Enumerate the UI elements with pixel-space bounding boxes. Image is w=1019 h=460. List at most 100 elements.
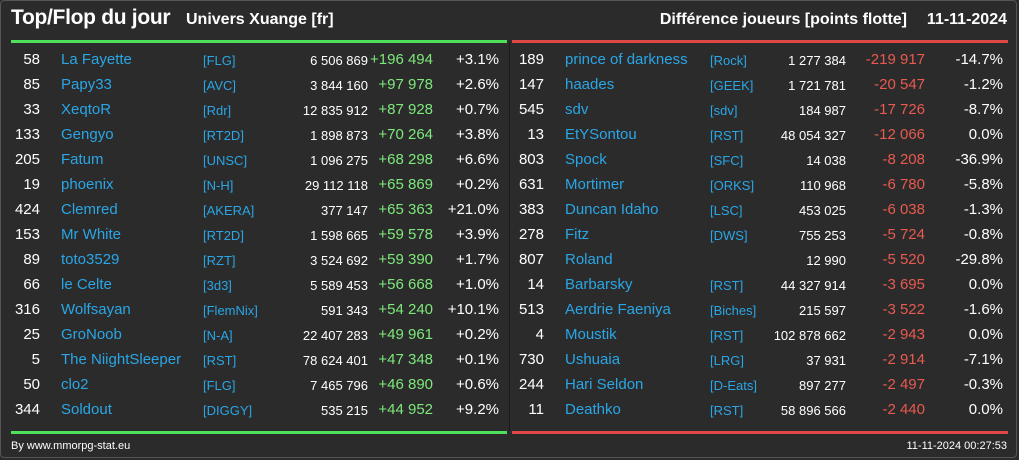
alliance-tag-link[interactable]: [LSC] <box>710 203 743 218</box>
player-name-link[interactable]: toto3529 <box>61 251 120 268</box>
player-name-link[interactable]: XeqtoR <box>61 101 112 118</box>
player-rank: 278 <box>518 226 544 243</box>
player-rank: 13 <box>527 126 544 143</box>
player-name-link[interactable]: Papy33 <box>61 76 112 93</box>
player-name-link[interactable]: Duncan Idaho <box>565 201 659 218</box>
player-name-link[interactable]: Soldout <box>61 401 112 418</box>
alliance-tag-link[interactable]: [GEEK] <box>710 78 754 93</box>
player-name-link[interactable]: Mr White <box>61 226 121 243</box>
player-name-link[interactable]: haades <box>565 76 615 93</box>
player-name-link[interactable]: Spock <box>565 151 607 168</box>
alliance-tag-link[interactable]: [RT2D] <box>203 228 244 243</box>
percent-change: +2.6% <box>456 76 499 93</box>
percent-change: +0.2% <box>456 326 499 343</box>
alliance-tag-link[interactable]: [Rock] <box>710 53 747 68</box>
top-row: 50 clo2 [FLG] 7 465 796 +46 890 +0.6% <box>0 372 509 397</box>
fleet-points: 14 038 <box>806 153 846 168</box>
footer-credit: By www.mmorpg-stat.eu <box>11 440 131 452</box>
percent-change: +0.7% <box>456 101 499 118</box>
alliance-tag-link[interactable]: [3d3] <box>203 278 232 293</box>
flop-table: 189 prince of darkness [Rock] 1 277 384 -219… <box>511 47 1019 422</box>
alliance-tag-link[interactable]: [RT2D] <box>203 128 244 143</box>
points-difference: +87 928 <box>378 101 433 118</box>
flop-row: 189 prince of darkness [Rock] 1 277 384 -219… <box>511 47 1019 72</box>
player-name-link[interactable]: Mortimer <box>565 176 625 193</box>
player-name-link[interactable]: Hari Seldon <box>565 376 644 393</box>
player-rank: 344 <box>14 401 40 418</box>
fleet-points: 44 327 914 <box>780 278 846 293</box>
player-rank: 383 <box>518 201 544 218</box>
alliance-tag-link[interactable]: [Biches] <box>710 303 757 318</box>
player-name-link[interactable]: EtYSontou <box>565 126 637 143</box>
player-rank: 85 <box>23 76 40 93</box>
player-rank: 513 <box>518 301 544 318</box>
points-difference: +68 298 <box>378 151 433 168</box>
percent-change: +21.0% <box>447 201 499 218</box>
player-name-link[interactable]: Deathko <box>565 401 621 418</box>
alliance-tag-link[interactable]: [sdv] <box>710 103 738 118</box>
percent-change: +3.8% <box>456 126 499 143</box>
player-name-link[interactable]: GroNoob <box>61 326 122 343</box>
alliance-tag-link[interactable]: [SFC] <box>710 153 744 168</box>
top-row: 89 toto3529 [RZT] 3 524 692 +59 390 +1.7% <box>0 247 509 272</box>
player-name-link[interactable]: sdv <box>565 101 589 118</box>
alliance-tag-link[interactable]: [UNSC] <box>203 153 248 168</box>
points-difference: -6 038 <box>882 201 925 218</box>
alliance-tag-link[interactable]: [ORKS] <box>710 178 755 193</box>
alliance-tag-link[interactable]: [RST] <box>710 403 744 418</box>
alliance-tag-link[interactable]: [AVC] <box>203 78 236 93</box>
fleet-points: 591 343 <box>321 303 368 318</box>
top-row: 153 Mr White [RT2D] 1 598 665 +59 578 +3.9% <box>0 222 509 247</box>
alliance-tag-link[interactable]: [RST] <box>710 128 744 143</box>
player-name-link[interactable]: Moustik <box>565 326 617 343</box>
player-name-link[interactable]: prince of darkness <box>565 51 688 68</box>
points-difference: +59 390 <box>378 251 433 268</box>
player-rank: 205 <box>14 151 40 168</box>
alliance-tag-link[interactable]: [Rdr] <box>203 103 232 118</box>
player-name-link[interactable]: Fitz <box>565 226 590 243</box>
alliance-tag-link[interactable]: [RST] <box>710 328 744 343</box>
player-name-link[interactable]: Ushuaia <box>565 351 621 368</box>
player-rank: 153 <box>14 226 40 243</box>
percent-change: -5.8% <box>963 176 1003 193</box>
player-name-link[interactable]: La Fayette <box>61 51 132 68</box>
alliance-tag-link[interactable]: [DIGGY] <box>203 403 253 418</box>
player-name-link[interactable]: clo2 <box>61 376 89 393</box>
player-name-link[interactable]: phoenix <box>61 176 114 193</box>
player-rank: 803 <box>518 151 544 168</box>
alliance-tag-link[interactable]: [RZT] <box>203 253 236 268</box>
alliance-tag-link[interactable]: [LRG] <box>710 353 744 368</box>
flop-accent-bar-bottom <box>512 431 1008 434</box>
fleet-points: 29 112 118 <box>304 178 368 193</box>
player-name-link[interactable]: Barbarsky <box>565 276 633 293</box>
player-rank: 33 <box>23 101 40 118</box>
player-rank: 316 <box>14 301 40 318</box>
alliance-tag-link[interactable]: [FLG] <box>203 53 236 68</box>
flop-row: 13 EtYSontou [RST] 48 054 327 -12 066 0.0% <box>511 122 1019 147</box>
points-difference: -2 914 <box>882 351 925 368</box>
player-name-link[interactable]: le Celte <box>61 276 112 293</box>
player-name-link[interactable]: Roland <box>565 251 613 268</box>
player-name-link[interactable]: Aerdrie Faeniya <box>565 301 671 318</box>
alliance-tag-link[interactable]: [N-A] <box>203 328 233 343</box>
alliance-tag-link[interactable]: [RST] <box>203 353 237 368</box>
alliance-tag-link[interactable]: [AKERA] <box>203 203 255 218</box>
alliance-tag-link[interactable]: [DWS] <box>710 228 748 243</box>
points-difference: +44 952 <box>378 401 433 418</box>
player-name-link[interactable]: Wolfsayan <box>61 301 131 318</box>
alliance-tag-link[interactable]: [D-Eats] <box>710 378 757 393</box>
flop-row: 803 Spock [SFC] 14 038 -8 208 -36.9% <box>511 147 1019 172</box>
percent-change: +3.1% <box>456 51 499 68</box>
metric-label: Différence joueurs [points flotte] <box>659 11 907 28</box>
points-difference: -2 440 <box>882 401 925 418</box>
player-name-link[interactable]: Gengyo <box>61 126 114 143</box>
player-name-link[interactable]: The NiightSleeper <box>61 351 182 368</box>
alliance-tag-link[interactable]: [RST] <box>710 278 744 293</box>
player-name-link[interactable]: Fatum <box>61 151 104 168</box>
player-name-link[interactable]: Clemred <box>61 201 118 218</box>
alliance-tag-link[interactable]: [FLG] <box>203 378 236 393</box>
alliance-tag-link[interactable]: [N-H] <box>203 178 234 193</box>
alliance-tag-link[interactable]: [FlemNix] <box>203 303 258 318</box>
player-rank: 5 <box>31 351 40 368</box>
